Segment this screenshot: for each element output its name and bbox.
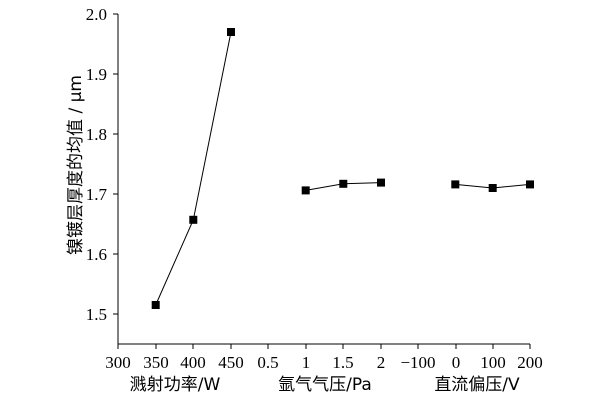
x-tick-label: −100 [400,353,435,372]
x-ticks: 300 350 400 450 0.5 1 1.5 2 −100 0 100 200 [105,344,543,372]
x-tick-label: 2 [377,353,386,372]
data-point [377,178,385,187]
data-point [189,215,198,224]
x-axis-label-sputter-power: 溅射功率/W [130,375,221,395]
x-tick-label: 0.5 [257,353,278,372]
axis-labels: 镍镀层厚度的均值 / μm 溅射功率/W 氩气气压/Pa 直流偏压/V [66,75,520,395]
y-tick-label: 1.7 [86,185,108,204]
x-tick-label: 1.5 [332,353,353,372]
data-point [227,28,235,36]
y-ticks: 1.5 1.6 1.7 1.8 1.9 2.0 [86,5,118,324]
x-tick-label: 450 [218,353,244,372]
y-tick-label: 1.6 [86,245,107,264]
axes [117,14,530,345]
x-tick-label: 100 [480,353,506,372]
y-tick-label: 1.5 [86,305,107,324]
data-point [339,179,348,188]
y-tick-label: 1.8 [86,125,107,144]
x-tick-label: 300 [105,353,131,372]
data-point [526,180,534,189]
x-axis-label-argon-pressure: 氩气气压/Pa [278,375,372,395]
x-tick-label: 350 [143,353,169,372]
x-tick-label: 200 [517,353,543,372]
series-line [155,31,232,306]
data-point [301,186,310,195]
y-axis-label: 镍镀层厚度的均值 / μm [66,75,86,255]
x-axis-label-dc-bias: 直流偏压/V [434,375,520,395]
data-point [488,184,497,192]
data-point [451,180,460,189]
y-tick-label: 2.0 [86,5,107,24]
series [151,28,534,309]
data-point [151,301,160,309]
x-tick-label: 400 [180,353,206,372]
x-tick-label: 0 [452,353,461,372]
y-tick-label: 1.9 [86,65,107,84]
x-tick-label: 1 [302,353,311,372]
